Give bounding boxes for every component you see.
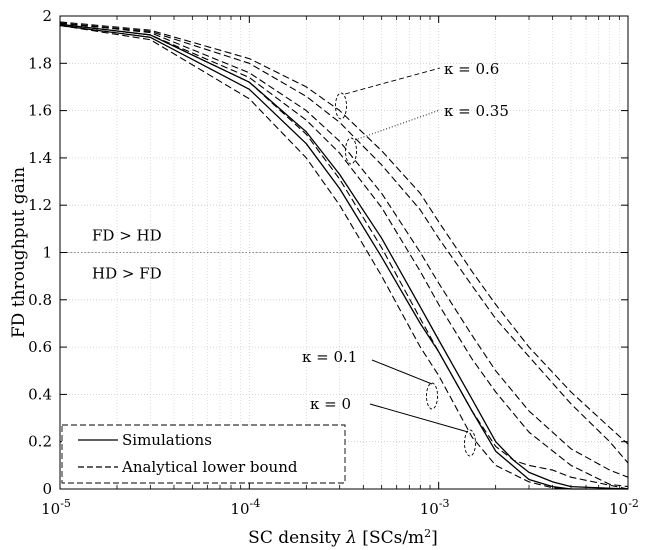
y-axis-label: FD throughput gain (9, 167, 29, 338)
y-tick-label: 1.4 (28, 149, 52, 167)
y-tick-label: 1.8 (28, 54, 52, 72)
kappa-0-leader (369, 403, 469, 433)
x-tick-label: 10-2 (609, 497, 639, 518)
x-tick-label: 10-4 (230, 497, 260, 518)
x-axis-label: SC density λ [SCs/m2] (248, 527, 438, 549)
kappa-0.6-label: κ = 0.6 (444, 60, 499, 78)
x-tick-label: 10-5 (41, 497, 71, 518)
kappa-0-ellipse (464, 429, 476, 457)
kappa-0-label: κ = 0 (310, 395, 351, 413)
analytical-curve-3 (59, 23, 629, 488)
y-tick-label: 0.8 (28, 291, 52, 309)
y-tick-label: 0.4 (28, 385, 52, 403)
y-tick-label: 0 (42, 480, 52, 498)
legend-label-analytical: Analytical lower bound (121, 458, 298, 476)
kappa-0.1-leader (371, 359, 433, 385)
y-tick-label: 1 (42, 244, 52, 262)
fd-greater-label: FD > HD (92, 227, 162, 245)
kappa-0.6-leader (344, 67, 441, 95)
legend-box (61, 424, 346, 484)
legend-label-simulations: Simulations (122, 431, 212, 449)
y-tick-label: 0.6 (28, 338, 52, 356)
kappa-0.1-ellipse (426, 382, 438, 410)
analytical-curve-2 (59, 22, 629, 478)
legend: Simulations Analytical lower bound (61, 424, 346, 484)
ticks: 10-5 10-4 10-3 10-2 0 0.2 0.4 0.6 0.8 1 1.2 1.4 1.6 1… (28, 7, 639, 518)
y-tick-label: 1.6 (28, 102, 52, 120)
hd-greater-label: HD > FD (92, 265, 162, 283)
simulation-curve-5 (59, 23, 629, 490)
y-tick-label: 2 (42, 7, 52, 25)
kappa-0.35-ellipse (345, 137, 357, 165)
annotations: κ = 0.6 κ = 0.35 κ = 0.1 κ = 0 (302, 60, 509, 457)
kappa-0.6-ellipse (335, 92, 347, 120)
simulation-curve-7 (59, 24, 628, 490)
kappa-0.35-label: κ = 0.35 (444, 102, 509, 120)
y-tick-label: 1.2 (28, 196, 52, 214)
x-tick-label: 10-3 (420, 497, 450, 518)
analytical-curve-6 (59, 24, 628, 490)
y-tick-label: 0.2 (28, 433, 52, 451)
analytical-curve-0 (59, 21, 629, 445)
kappa-0.1-label: κ = 0.1 (302, 348, 357, 366)
analytical-curve-1 (59, 22, 629, 464)
kappa-0.35-leader (354, 109, 441, 141)
series-layer (59, 21, 629, 490)
